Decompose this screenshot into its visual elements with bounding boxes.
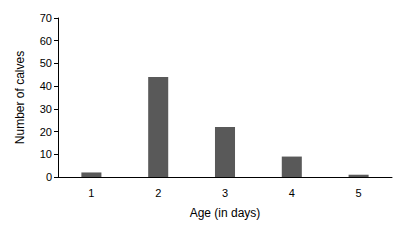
svg-text:Number of calves: Number of calves bbox=[13, 51, 27, 144]
svg-text:20: 20 bbox=[40, 126, 52, 138]
svg-text:2: 2 bbox=[155, 187, 161, 199]
svg-text:1: 1 bbox=[88, 187, 94, 199]
svg-text:70: 70 bbox=[40, 12, 52, 24]
svg-text:30: 30 bbox=[40, 103, 52, 115]
svg-text:50: 50 bbox=[40, 57, 52, 69]
svg-text:Age (in days): Age (in days) bbox=[190, 206, 261, 220]
svg-text:60: 60 bbox=[40, 35, 52, 47]
svg-text:3: 3 bbox=[222, 187, 228, 199]
svg-text:4: 4 bbox=[289, 187, 295, 199]
svg-text:40: 40 bbox=[40, 80, 52, 92]
svg-text:0: 0 bbox=[46, 171, 52, 183]
svg-text:10: 10 bbox=[40, 148, 52, 160]
svg-text:5: 5 bbox=[356, 187, 362, 199]
